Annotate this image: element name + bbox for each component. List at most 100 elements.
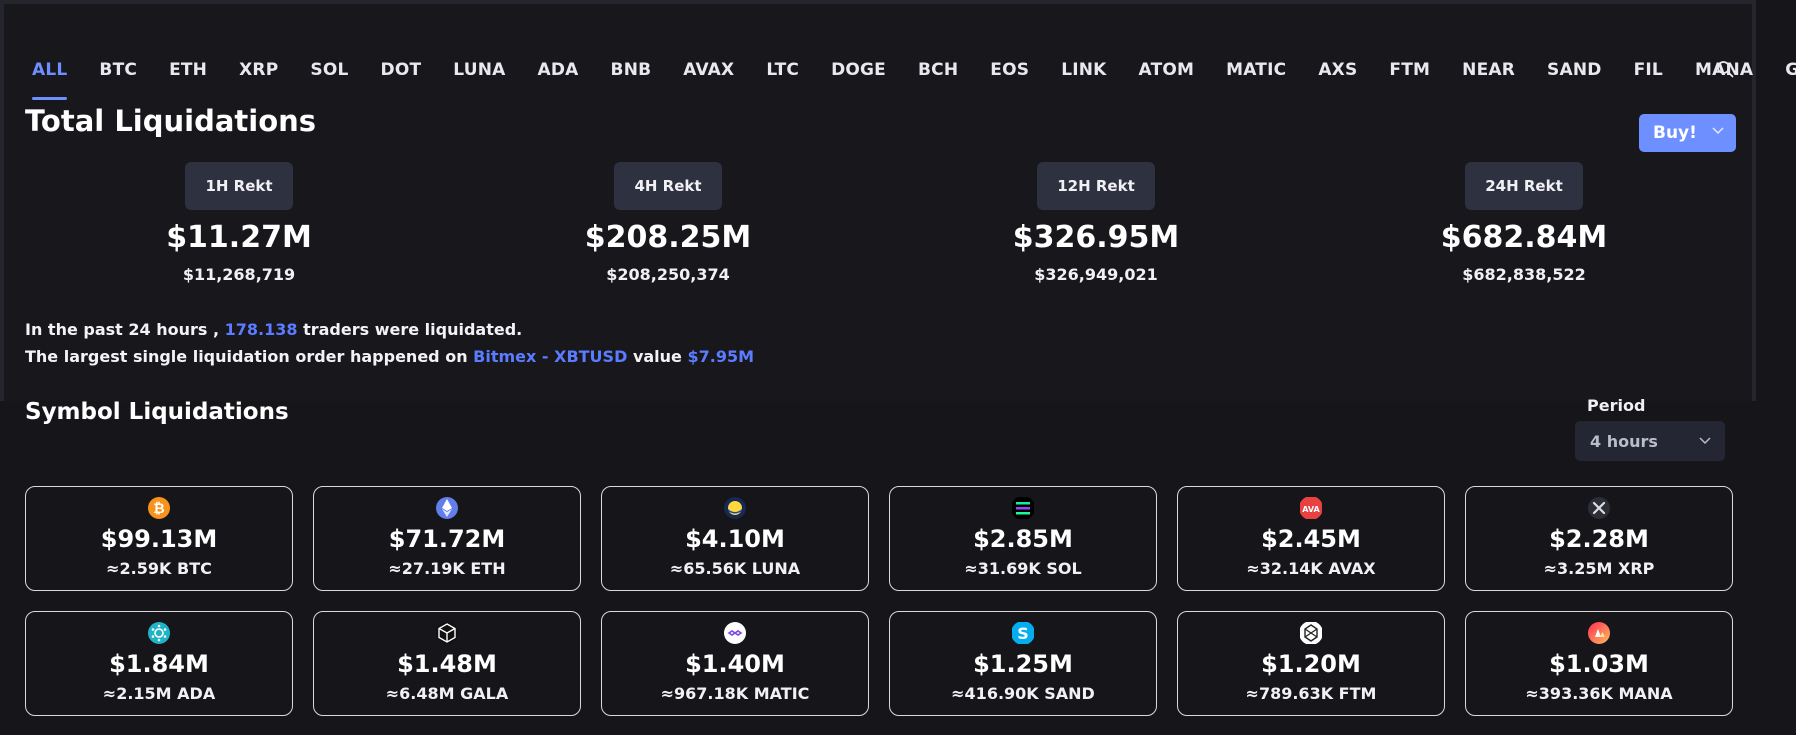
tab-atom[interactable]: ATOM [1138,60,1195,80]
stat-1h: 1H Rekt $11.27M $11,268,719 [89,162,389,284]
symbol-card[interactable]: $1.20M ≈789.63K FTM [1177,611,1445,716]
tab-doge[interactable]: DOGE [831,60,886,80]
tab-fil[interactable]: FIL [1633,60,1663,80]
sand-icon: S [1012,622,1034,644]
matic-icon [724,622,746,644]
total-liquidations-panel [0,0,1756,401]
card-usd-value: $2.28M [1549,525,1649,553]
card-usd-value: $71.72M [388,525,506,553]
symbol-card[interactable]: $2.85M ≈31.69K SOL [889,486,1157,591]
tab-sand[interactable]: SAND [1547,60,1602,80]
gala-icon [436,622,458,644]
tab-all[interactable]: ALL [32,54,68,100]
tab-gala[interactable]: GALA [1785,60,1796,80]
card-coin-amount: ≈31.69K SOL [964,559,1082,578]
card-usd-value: $2.85M [973,525,1073,553]
stat-full-value: $326,949,021 [1034,265,1158,284]
section-title: Symbol Liquidations [25,399,289,425]
coin-tabs: ALL BTC ETH XRP SOL DOT LUNA ADA BNB AVAX LTC DOGE B… [32,54,1796,100]
card-coin-amount: ≈32.14K AVAX [1246,559,1376,578]
page-edge [1756,0,1796,735]
stat-4h: 4H Rekt $208.25M $208,250,374 [518,162,818,284]
symbol-card[interactable]: $4.10M ≈65.56K LUNA [601,486,869,591]
tab-sol[interactable]: SOL [310,60,349,80]
tab-dot[interactable]: DOT [380,60,422,80]
stat-short-value: $11.27M [166,220,312,255]
symbol-card[interactable]: AVA $2.45M ≈32.14K AVAX [1177,486,1445,591]
symbol-card[interactable]: $71.72M ≈27.19K ETH [313,486,581,591]
exchange-link[interactable]: Bitmex - XBTUSD [473,347,628,366]
tab-avax[interactable]: AVAX [683,60,735,80]
card-usd-value: $2.45M [1261,525,1361,553]
tab-eos[interactable]: EOS [990,60,1030,80]
tab-eth[interactable]: ETH [169,60,208,80]
buy-button-label: Buy! [1653,123,1697,143]
tab-ftm[interactable]: FTM [1389,60,1431,80]
summary-line-largest: The largest single liquidation order hap… [25,347,754,366]
sol-icon [1012,497,1034,519]
mana-icon [1588,622,1610,644]
chevron-down-icon [1699,437,1711,445]
stat-24h: 24H Rekt $682.84M $682,838,522 [1374,162,1674,284]
search-icon[interactable] [1716,60,1734,78]
stat-short-value: $326.95M [1012,220,1180,255]
tab-mana[interactable]: MANA [1694,60,1754,80]
stat-label: 24H Rekt [1465,162,1583,210]
tab-btc[interactable]: BTC [99,60,138,80]
tab-bch[interactable]: BCH [918,60,959,80]
stat-full-value: $682,838,522 [1462,265,1586,284]
buy-button[interactable]: Buy! [1639,114,1736,152]
card-usd-value: $1.84M [109,650,209,678]
stat-label: 4H Rekt [614,162,722,210]
card-coin-amount: ≈6.48M GALA [385,684,509,703]
tab-matic[interactable]: MATIC [1226,60,1287,80]
card-usd-value: $1.20M [1261,650,1361,678]
avax-icon: AVA [1300,497,1322,519]
tab-ltc[interactable]: LTC [766,60,800,80]
card-usd-value: $1.03M [1549,650,1649,678]
symbol-card[interactable]: $1.03M ≈393.36K MANA [1465,611,1733,716]
period-label: Period [1587,396,1646,415]
symbol-card[interactable]: S $1.25M ≈416.90K SAND [889,611,1157,716]
stat-full-value: $11,268,719 [182,265,296,284]
ftm-icon [1300,622,1322,644]
symbol-card[interactable]: $1.84M ≈2.15M ADA [25,611,293,716]
liquidation-summary: In the past 24 hours , 178.138 traders w… [25,316,754,370]
svg-text:AVA: AVA [1302,505,1320,514]
stat-12h: 12H Rekt $326.95M $326,949,021 [946,162,1246,284]
xrp-icon [1588,497,1610,519]
period-select[interactable]: 4 hours [1575,421,1725,461]
tab-bnb[interactable]: BNB [610,60,652,80]
symbol-card[interactable]: $1.40M ≈967.18K MATIC [601,611,869,716]
symbol-cards: ₿ $99.13M ≈2.59K BTC $71.72M ≈27.19K ETH $4.1… [25,486,1733,716]
page-title: Total Liquidations [25,104,317,138]
chevron-down-icon [1712,127,1724,135]
card-usd-value: $1.48M [397,650,497,678]
eth-icon [436,497,458,519]
tab-link[interactable]: LINK [1061,60,1107,80]
period-value: 4 hours [1590,431,1658,451]
tab-ada[interactable]: ADA [537,60,579,80]
svg-text:S: S [1017,624,1029,643]
card-coin-amount: ≈416.90K SAND [951,684,1095,703]
card-usd-value: $99.13M [100,525,218,553]
btc-icon: ₿ [148,497,170,519]
card-usd-value: $1.40M [685,650,785,678]
tab-luna[interactable]: LUNA [453,60,506,80]
tab-near[interactable]: NEAR [1462,60,1516,80]
card-coin-amount: ≈2.15M ADA [102,684,216,703]
card-usd-value: $4.10M [685,525,785,553]
card-coin-amount: ≈65.56K LUNA [669,559,801,578]
svg-text:₿: ₿ [153,501,164,517]
tab-xrp[interactable]: XRP [239,60,279,80]
stat-short-value: $208.25M [584,220,752,255]
symbol-card[interactable]: $1.48M ≈6.48M GALA [313,611,581,716]
symbol-card[interactable]: $2.28M ≈3.25M XRP [1465,486,1733,591]
card-coin-amount: ≈967.18K MATIC [660,684,810,703]
stat-short-value: $682.84M [1440,220,1608,255]
card-coin-amount: ≈27.19K ETH [388,559,506,578]
symbol-card[interactable]: ₿ $99.13M ≈2.59K BTC [25,486,293,591]
tab-axs[interactable]: AXS [1318,60,1358,80]
traders-count: 178.138 [224,320,298,339]
largest-value: $7.95M [687,347,754,366]
